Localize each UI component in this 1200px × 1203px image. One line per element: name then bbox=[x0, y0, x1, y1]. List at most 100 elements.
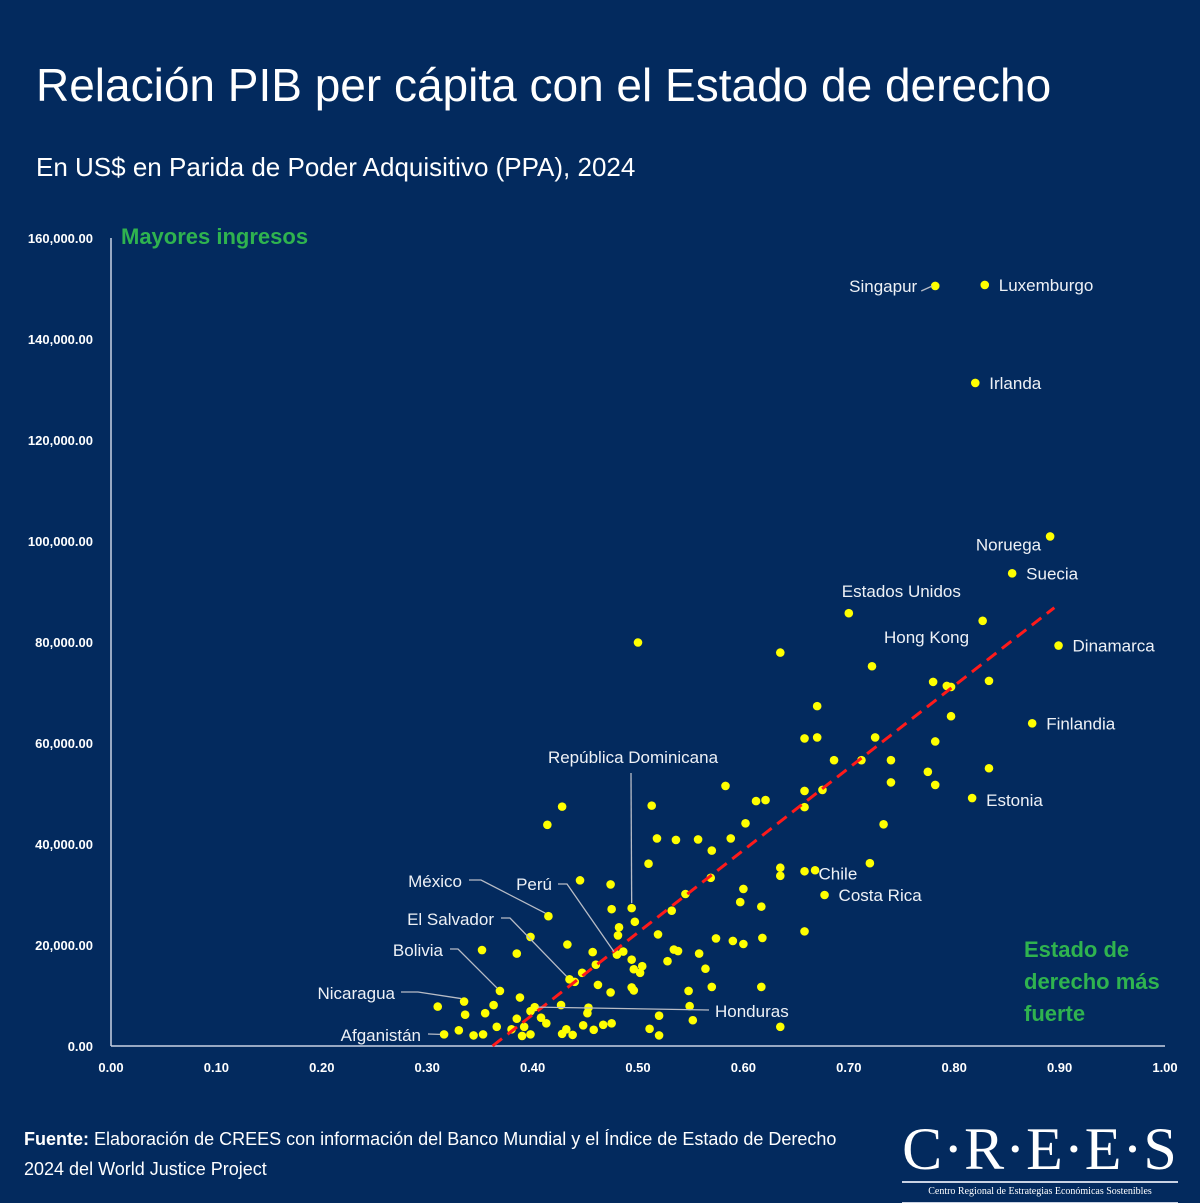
data-point bbox=[776, 863, 785, 872]
data-point bbox=[757, 902, 766, 911]
data-point bbox=[736, 898, 745, 907]
data-point bbox=[800, 803, 809, 812]
data-point-labeled bbox=[1008, 569, 1017, 578]
data-point bbox=[689, 1016, 698, 1025]
leader-line bbox=[401, 992, 461, 999]
data-point bbox=[813, 733, 822, 742]
data-point bbox=[607, 1019, 616, 1028]
data-point-labeled bbox=[1054, 641, 1063, 650]
data-point bbox=[701, 964, 710, 973]
point-label: Chile bbox=[819, 864, 858, 883]
data-point bbox=[606, 988, 615, 997]
data-point bbox=[776, 872, 785, 881]
data-point bbox=[512, 949, 521, 958]
data-points bbox=[433, 281, 1062, 1041]
data-point bbox=[757, 983, 766, 992]
point-label: Irlanda bbox=[989, 374, 1042, 393]
logo-subtitle: Centro Regional de Estrategias Económica… bbox=[900, 1186, 1180, 1197]
data-point bbox=[636, 968, 645, 977]
data-point bbox=[707, 846, 716, 855]
data-point bbox=[776, 1023, 785, 1032]
point-label: Dinamarca bbox=[1073, 637, 1156, 656]
data-point bbox=[694, 835, 703, 844]
data-point bbox=[594, 981, 603, 990]
data-point-labeled bbox=[440, 1030, 449, 1039]
data-point bbox=[887, 778, 896, 787]
data-point bbox=[721, 782, 730, 791]
data-point-labeled bbox=[980, 281, 989, 290]
data-point-labeled bbox=[820, 891, 829, 900]
data-point bbox=[879, 820, 888, 829]
data-point bbox=[866, 859, 875, 868]
data-point bbox=[663, 957, 672, 966]
data-point bbox=[588, 948, 597, 957]
data-point bbox=[654, 930, 663, 939]
data-point bbox=[929, 678, 938, 687]
data-point bbox=[455, 1026, 464, 1035]
annotation-estado-de-derecho: Estado de bbox=[1024, 937, 1129, 962]
crees-logo: C·R·E·E·S Centro Regional de Estrategias… bbox=[900, 1118, 1180, 1198]
point-label: Honduras bbox=[715, 1002, 789, 1021]
data-point bbox=[871, 733, 880, 742]
point-label: Perú bbox=[516, 875, 552, 894]
data-point bbox=[924, 767, 933, 776]
data-point bbox=[469, 1031, 478, 1040]
annotation-estado-de-derecho: derecho más bbox=[1024, 969, 1160, 994]
source-note: Fuente: Elaboración de CREES con informa… bbox=[24, 1124, 864, 1184]
x-tick-label: 0.20 bbox=[309, 1060, 334, 1075]
data-point bbox=[627, 955, 636, 964]
y-tick-label: 0.00 bbox=[68, 1039, 93, 1054]
data-point bbox=[776, 648, 785, 657]
point-label: Costa Rica bbox=[839, 886, 923, 905]
y-tick-label: 20,000.00 bbox=[35, 938, 93, 953]
point-label: Nicaragua bbox=[318, 984, 396, 1003]
data-point bbox=[655, 1031, 664, 1040]
data-point bbox=[599, 1020, 608, 1029]
data-point bbox=[931, 781, 940, 790]
point-label: Estonia bbox=[986, 791, 1043, 810]
data-point bbox=[813, 702, 822, 711]
leader-line bbox=[450, 949, 497, 988]
data-point bbox=[695, 949, 704, 958]
point-label: Luxemburgo bbox=[999, 276, 1094, 295]
data-point bbox=[461, 1010, 470, 1019]
y-tick-labels: 0.0020,000.0040,000.0060,000.0080,000.00… bbox=[28, 231, 93, 1054]
data-point bbox=[629, 986, 638, 995]
y-tick-label: 100,000.00 bbox=[28, 534, 93, 549]
data-point bbox=[634, 638, 643, 647]
data-point-labeled bbox=[1028, 719, 1037, 728]
x-tick-label: 1.00 bbox=[1152, 1060, 1177, 1075]
data-point bbox=[655, 1011, 664, 1020]
data-point bbox=[729, 937, 738, 946]
data-point bbox=[741, 819, 750, 828]
data-point bbox=[516, 993, 525, 1002]
data-point bbox=[526, 1030, 535, 1039]
data-point bbox=[887, 756, 896, 765]
x-tick-label: 0.70 bbox=[836, 1060, 861, 1075]
x-tick-label: 0.60 bbox=[731, 1060, 756, 1075]
y-tick-label: 140,000.00 bbox=[28, 332, 93, 347]
source-text: Elaboración de CREES con información del… bbox=[24, 1129, 836, 1179]
y-tick-label: 160,000.00 bbox=[28, 231, 93, 246]
data-point-labeled bbox=[868, 662, 877, 671]
data-point bbox=[739, 940, 748, 949]
data-point bbox=[739, 885, 748, 894]
data-point bbox=[583, 1009, 592, 1018]
data-point bbox=[684, 987, 693, 996]
leader-line bbox=[631, 773, 632, 903]
data-point bbox=[761, 796, 770, 805]
data-point bbox=[752, 797, 761, 806]
data-point bbox=[481, 1009, 490, 1018]
data-point bbox=[674, 947, 683, 956]
x-tick-label: 0.50 bbox=[625, 1060, 650, 1075]
data-point bbox=[978, 616, 987, 625]
y-tick-label: 60,000.00 bbox=[35, 736, 93, 751]
data-point-labeled bbox=[627, 904, 636, 913]
x-tick-label: 0.10 bbox=[204, 1060, 229, 1075]
data-point-labeled bbox=[800, 867, 809, 876]
data-point bbox=[520, 1023, 529, 1032]
